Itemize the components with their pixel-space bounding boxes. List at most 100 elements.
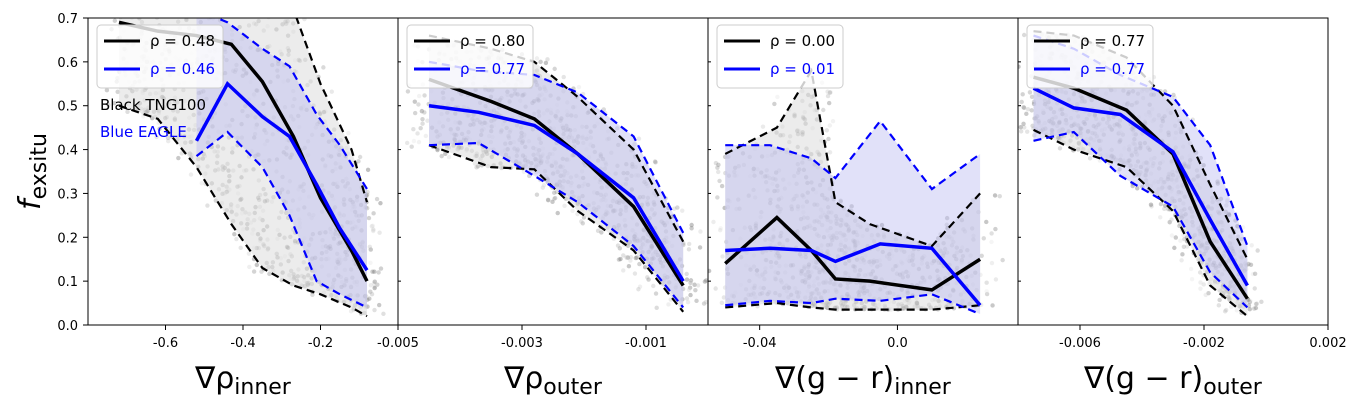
annotation-text: Blue EAGLE — [100, 123, 187, 141]
scatter-point — [551, 196, 557, 202]
eagle-band — [429, 61, 684, 308]
scatter-point — [1181, 232, 1186, 238]
x-tick-label: -0.6 — [153, 336, 178, 351]
scatter-point — [1223, 209, 1228, 215]
scatter-point — [1249, 243, 1254, 248]
scatter-point — [838, 198, 843, 204]
scatter-point — [715, 165, 720, 170]
scatter-point — [944, 222, 949, 227]
tng-lower-line — [725, 301, 981, 311]
scatter-point — [372, 284, 378, 289]
scatter-point — [637, 284, 643, 289]
tng-lower-line — [1033, 128, 1249, 318]
scatter-point — [112, 101, 117, 106]
scatter-point — [179, 151, 184, 156]
scatter-point — [654, 305, 659, 311]
scatter-point — [827, 150, 833, 155]
scatter-point — [541, 182, 547, 188]
scatter-point — [633, 255, 638, 261]
scatter-point — [580, 221, 585, 226]
scatter-point — [685, 300, 691, 305]
scatter-point — [1224, 203, 1229, 208]
scatter-point — [1253, 305, 1259, 311]
scatter-point — [1179, 258, 1184, 263]
scatter-point — [422, 93, 427, 98]
scatter-point — [1206, 290, 1211, 296]
scatter-point — [1250, 271, 1256, 277]
scatter-point — [405, 89, 411, 94]
eagle-median-line — [1032, 86, 1249, 287]
scatter-point — [368, 283, 374, 288]
scatter-point — [1169, 233, 1175, 238]
scatter-point — [561, 74, 566, 80]
scatter-point — [412, 110, 418, 116]
scatter-point — [1167, 220, 1172, 225]
scatter-point — [1234, 308, 1240, 313]
scatter-point — [422, 110, 427, 115]
scatter-point — [423, 133, 429, 139]
scatter-point — [302, 18, 307, 22]
scatter-point — [420, 116, 425, 122]
scatter-point — [157, 126, 162, 132]
scatter-point — [367, 244, 373, 249]
scatter-point — [721, 295, 727, 300]
scatter-point — [688, 278, 694, 283]
scatter-point — [718, 228, 723, 233]
scatter-point — [713, 160, 719, 166]
scatter-point — [905, 231, 911, 237]
scatter-point — [372, 307, 377, 313]
scatter-point — [234, 236, 239, 242]
scatter-point — [368, 247, 373, 252]
scatter-point — [711, 219, 716, 225]
panel-frame — [1017, 17, 1329, 326]
scatter-point — [1021, 104, 1026, 110]
scatter-point — [159, 10, 163, 14]
scatter-point — [825, 93, 831, 99]
scatter-point — [1022, 125, 1027, 130]
legend-label: ρ = 0.77 — [1080, 60, 1145, 78]
y-tick-label: 0.3 — [57, 187, 78, 202]
scatter-point — [381, 311, 386, 317]
scatter-point — [827, 90, 833, 95]
scatter-point — [617, 246, 623, 251]
scatter-point — [1197, 270, 1203, 275]
scatter-point — [625, 255, 631, 260]
scatter-point — [1158, 215, 1163, 220]
scatter-point — [1019, 99, 1024, 105]
scatter-point — [371, 281, 377, 286]
eagle-band — [1033, 35, 1248, 308]
scatter-point — [775, 94, 780, 100]
scatter-point — [666, 302, 671, 307]
eagle-lower-line — [725, 293, 981, 316]
scatter-point — [1198, 286, 1203, 291]
scatter-point — [636, 287, 641, 292]
scatter-point — [543, 60, 549, 66]
x-tick-label: 0.002 — [1309, 336, 1346, 351]
legend: ρ = 0.77 ρ = 0.77 — [1026, 24, 1154, 89]
scatter-point — [636, 136, 642, 141]
scatter-point — [989, 260, 995, 266]
scatter-point — [720, 254, 725, 259]
scatter-point — [115, 89, 120, 94]
scatter-point — [199, 181, 204, 186]
scatter-point — [637, 261, 642, 267]
scatter-point — [997, 194, 1002, 199]
scatter-point — [1224, 197, 1230, 203]
scatter-point — [416, 93, 422, 99]
scatter-point — [1229, 304, 1234, 310]
scatter-point — [716, 169, 721, 175]
scatter-point — [534, 192, 540, 197]
tng-band — [119, 18, 367, 317]
eagle-lower-line — [195, 130, 368, 309]
scatter-point — [376, 270, 381, 275]
tng-median-line — [724, 215, 982, 292]
scatter-point — [555, 210, 560, 216]
eagle-upper-line — [725, 119, 981, 191]
scatter-point — [370, 223, 375, 228]
scatter-point — [1189, 277, 1195, 282]
scatter-point — [703, 278, 708, 283]
scatter-point — [365, 167, 371, 173]
scatter-point — [1181, 244, 1187, 250]
scatter-point — [112, 18, 118, 23]
scatter-point — [1235, 234, 1241, 239]
